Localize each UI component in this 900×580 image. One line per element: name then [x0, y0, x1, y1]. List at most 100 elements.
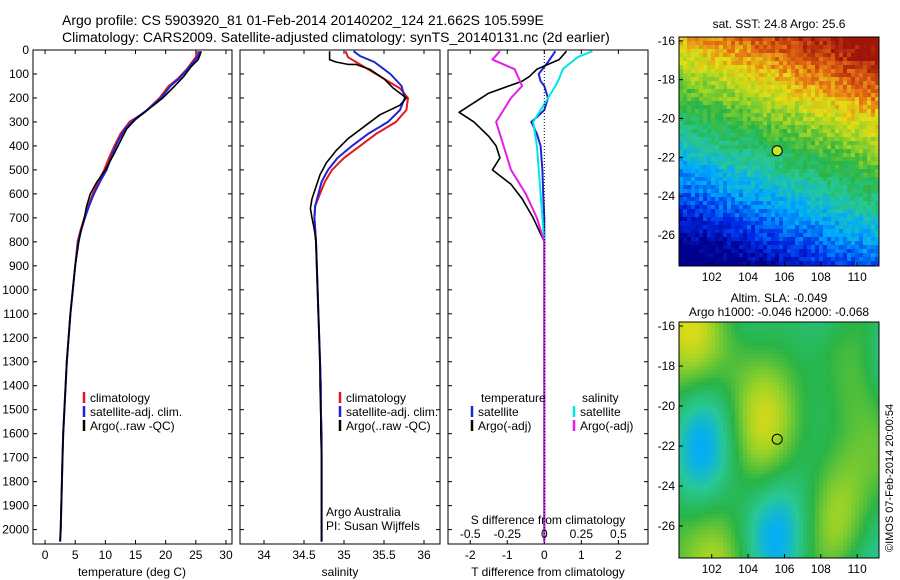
heatmap-cell: [875, 422, 879, 427]
heatmap-cell: [743, 442, 748, 447]
heatmap-cell: [807, 149, 812, 154]
heatmap-cell: [791, 350, 796, 355]
heatmap-cell: [775, 93, 780, 98]
heatmap-cell: [703, 249, 708, 254]
heatmap-cell: [715, 418, 720, 423]
depth-tick-label: 0: [22, 43, 29, 57]
heatmap-cell: [775, 458, 780, 463]
heatmap-cell: [835, 442, 840, 447]
heatmap-cell: [875, 81, 879, 86]
heatmap-cell: [867, 77, 872, 82]
heatmap-cell: [851, 249, 856, 254]
heatmap-cell: [851, 378, 856, 383]
heatmap-cell: [799, 426, 804, 431]
heatmap-cell: [835, 454, 840, 459]
heatmap-cell: [747, 442, 752, 447]
heatmap-cell: [679, 81, 684, 86]
heatmap-cell: [779, 81, 784, 86]
heatmap-cell: [799, 370, 804, 375]
heatmap-cell: [743, 257, 748, 262]
heatmap-cell: [859, 322, 864, 327]
heatmap-cell: [775, 245, 780, 250]
heatmap-cell: [683, 85, 688, 90]
heatmap-cell: [735, 213, 740, 218]
heatmap-cell: [871, 418, 876, 423]
heatmap-cell: [679, 438, 684, 443]
heatmap-cell: [811, 129, 816, 134]
heatmap-cell: [679, 45, 684, 50]
heatmap-cell: [863, 374, 868, 379]
heatmap-cell: [875, 430, 879, 435]
heatmap-cell: [755, 402, 760, 407]
heatmap-cell: [755, 117, 760, 122]
heatmap-cell: [819, 125, 824, 130]
heatmap-cell: [707, 169, 712, 174]
heatmap-cell: [827, 338, 832, 343]
heatmap-cell: [815, 145, 820, 150]
heatmap-cell: [851, 41, 856, 46]
heatmap-cell: [779, 181, 784, 186]
lon-tick-label: 108: [811, 270, 831, 284]
heatmap-cell: [735, 398, 740, 403]
heatmap-cell: [719, 386, 724, 391]
heatmap-cell: [719, 121, 724, 126]
heatmap-cell: [691, 245, 696, 250]
heatmap-cell: [679, 378, 684, 383]
heatmap-cell: [731, 241, 736, 246]
heatmap-cell: [871, 181, 876, 186]
heatmap-cell: [727, 105, 732, 110]
heatmap-cell: [815, 410, 820, 415]
heatmap-cell: [791, 261, 796, 266]
heatmap-cell: [847, 342, 852, 347]
heatmap-cell: [751, 330, 756, 335]
heatmap-cell: [859, 113, 864, 118]
heatmap-cell: [739, 57, 744, 62]
heatmap-cell: [875, 121, 879, 126]
depth-axis: 0100200300400500600700800900100011001200…: [2, 43, 232, 537]
heatmap-cell: [715, 85, 720, 90]
heatmap-cell: [679, 85, 684, 90]
heatmap-cell: [807, 326, 812, 331]
heatmap-cell: [799, 334, 804, 339]
heatmap-cell: [711, 65, 716, 70]
heatmap-cell: [855, 358, 860, 363]
heatmap-cell: [779, 253, 784, 258]
heatmap-cell: [771, 189, 776, 194]
heatmap-cell: [875, 374, 879, 379]
heatmap-cell: [783, 446, 788, 451]
heatmap-cell: [831, 410, 836, 415]
heatmap-cell: [795, 330, 800, 335]
heatmap-cell: [691, 370, 696, 375]
heatmap-cell: [679, 117, 684, 122]
heatmap-cell: [835, 53, 840, 58]
heatmap-cell: [819, 434, 824, 439]
heatmap-cell: [875, 169, 879, 174]
heatmap-cell: [787, 205, 792, 210]
heatmap-cell: [687, 189, 692, 194]
heatmap-cell: [815, 378, 820, 383]
heatmap-cell: [827, 169, 832, 174]
heatmap-cell: [743, 330, 748, 335]
heatmap-cell: [803, 398, 808, 403]
heatmap-cell: [851, 145, 856, 150]
heatmap-cell: [687, 386, 692, 391]
heatmap-cell: [711, 37, 716, 42]
legend-label: Argo(-adj): [478, 419, 531, 433]
heatmap-cell: [715, 213, 720, 218]
heatmap-cell: [731, 418, 736, 423]
heatmap-cell: [855, 434, 860, 439]
heatmap-cell: [823, 133, 828, 138]
heatmap-cell: [791, 137, 796, 142]
heatmap-cell: [755, 193, 760, 198]
heatmap-cell: [823, 85, 828, 90]
heatmap-cell: [767, 129, 772, 134]
heatmap-cell: [795, 49, 800, 54]
heatmap-cell: [699, 53, 704, 58]
heatmap-cell: [859, 370, 864, 375]
heatmap-cell: [723, 378, 728, 383]
heatmap-cell: [875, 137, 879, 142]
heatmap-cell: [843, 181, 848, 186]
heatmap-cell: [719, 378, 724, 383]
heatmap-cell: [767, 117, 772, 122]
